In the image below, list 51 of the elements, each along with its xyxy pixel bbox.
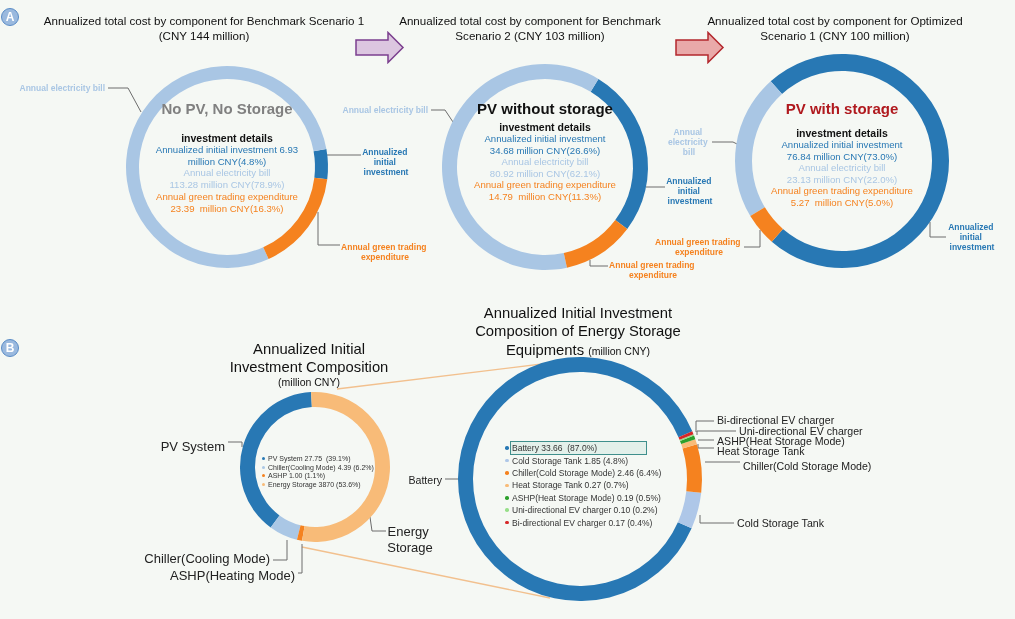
chart-subtitle: (million CNY) bbox=[278, 376, 340, 388]
slice-label: ASHP(Heating Mode) bbox=[170, 567, 295, 583]
slice-label: Cold Storage Tank bbox=[737, 517, 825, 529]
slice-label: Annualized initial investment bbox=[362, 147, 410, 177]
text: Annual green trading expenditure 14.79 million CNY(11.3%) bbox=[474, 179, 617, 202]
text: investment details bbox=[499, 121, 591, 133]
slice-label: Annual electricity bill bbox=[501, 156, 589, 167]
text: investment details bbox=[181, 132, 273, 144]
text: A bbox=[5, 10, 15, 24]
slice-label: Chiller(Cold Storage Mode) bbox=[743, 460, 872, 472]
slice-label: Annualized initial investment bbox=[781, 139, 903, 150]
text: Heat Storage Tank 0.27 (0.7%) bbox=[512, 480, 629, 491]
slice-label: Chiller(Cooling Mode) bbox=[144, 550, 270, 566]
chart-title: Annualized Initial Investment Composition bbox=[229, 341, 389, 375]
slice-label: Annual green trading expenditure bbox=[609, 260, 697, 280]
text: Annual green trading expenditure 23.39 million CNY(16.3%) bbox=[156, 190, 299, 214]
text: Chiller(Cold Storage Mode) 2.46 (6.4%) bbox=[512, 467, 662, 479]
slice-label: Annual electricity bill bbox=[667, 127, 711, 157]
slice-label: Uni-directional EV charger bbox=[739, 425, 864, 437]
slice-label: Annual electricity bill bbox=[342, 105, 428, 115]
text: Annual electricity bill 113.28 million CNY(78.9%) bbox=[169, 167, 285, 191]
text: Annualized initial investment 34.68 million CNY(26.6%) bbox=[484, 133, 607, 156]
text: PV with storage bbox=[785, 100, 899, 117]
text: ASHP(Heat Storage Mode) 0.19 (0.5%) bbox=[512, 492, 661, 504]
slice-label: Annual green trading expenditure bbox=[341, 242, 429, 262]
text: Uni-directional EV charger 0.10 (0.2%) bbox=[512, 504, 658, 516]
slice-label: Annual green trading expenditure bbox=[655, 237, 743, 257]
text: Annual electricity bill 23.13 million CNY(22.0%) bbox=[786, 162, 898, 185]
chart-title: Annualized total cost by component for Optimized Scenario 1 (CNY 100 million) bbox=[707, 13, 963, 42]
slice-label: ASHP(Heat Storage Mode) bbox=[717, 435, 845, 447]
text: 80.92 million CNY(62.1%) bbox=[489, 167, 601, 179]
slice-label: Energy Storage bbox=[387, 523, 433, 555]
slice-label: Annualized initial investment bbox=[666, 176, 714, 206]
text: Annualized initial investment 6.93 million CNY(4.8%) bbox=[155, 144, 300, 167]
text: Battery 33.66 (87.0%) bbox=[512, 442, 598, 454]
chart-title: Annualized total cost by component for Benchmark Scenario 1 (CNY 144 million) bbox=[43, 13, 365, 42]
chart-title: Annualized total cost by component for Benchmark Scenario 2 (CNY 103 million) bbox=[399, 13, 661, 42]
text: PV without storage bbox=[477, 100, 613, 117]
slice-label: Battery bbox=[408, 474, 443, 486]
text: B bbox=[5, 341, 15, 355]
slice-label: Annualized initial investment bbox=[948, 222, 996, 252]
text: Annual green trading expenditure 5.27 million CNY(5.0%) bbox=[771, 185, 914, 208]
text: No PV, No Storage bbox=[161, 100, 293, 117]
text: Bi-directional EV charger 0.17 (0.4%) bbox=[512, 517, 653, 528]
slice-label: PV System bbox=[160, 438, 225, 454]
chart-title: Annualized Initial Investment Composition of Energy Storage Equipments (million CNY) bbox=[475, 304, 681, 358]
slice-label: Bi-directional EV charger bbox=[717, 414, 835, 426]
text: 76.84 million CNY(73.0%) bbox=[786, 150, 898, 162]
text: investment details bbox=[796, 127, 888, 139]
text: Cold Storage Tank 1.85 (4.8%) bbox=[512, 455, 629, 466]
slice-label: Annual electricity bill bbox=[19, 83, 105, 93]
